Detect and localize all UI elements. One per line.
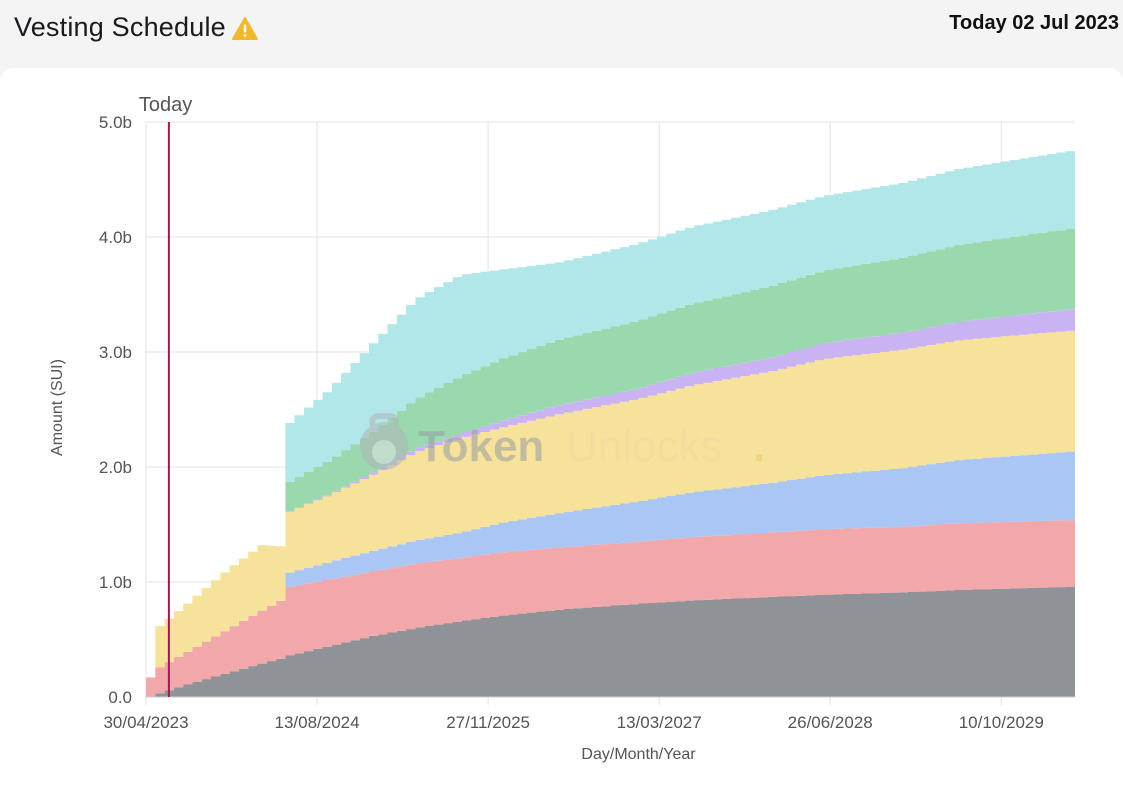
chart-axes: 0.0 1.0b 2.0b 3.0b 4.0b 5.0b 30/04/2023 13/08/2… [49,113,1075,763]
y-tick-label: 5.0b [99,113,132,132]
today-date-label: Today 02 Jul 2023 [949,12,1119,34]
tokenunlocks-watermark: Token Unlocks . [360,413,765,471]
series-area-6[interactable] [146,149,1075,678]
y-tick-label: 3.0b [99,343,132,362]
y-axis-label: Amount (SUI) [49,359,66,456]
y-tick-label: 4.0b [99,228,132,247]
series-area-2[interactable] [146,450,1075,678]
series-area-1[interactable] [146,519,1075,697]
today-marker: Today [139,94,192,697]
series-area-0[interactable] [146,586,1075,697]
watermark-text-unlocks: Unlocks [566,422,723,471]
y-tick-label: 1.0b [99,573,132,592]
y-tick-label: 0.0 [108,688,132,707]
x-tick-label: 26/06/2028 [788,713,873,732]
page-header: Vesting Schedule [14,12,258,43]
series-area-3[interactable] [146,330,1075,678]
warning-triangle-icon[interactable] [231,16,258,41]
x-tick-label: 27/11/2025 [446,713,530,732]
page-title: Vesting Schedule [14,12,226,42]
x-tick-label: 13/03/2027 [617,713,702,732]
x-axis-label: Day/Month/Year [581,746,696,763]
today-marker-label: Today [139,94,192,116]
watermark-text-token: Token [418,422,544,471]
chart-areas [146,149,1075,697]
series-area-5[interactable] [146,227,1075,678]
watermark-dot: . [753,422,765,471]
y-tick-label: 2.0b [99,458,132,477]
x-tick-label: 30/04/2023 [103,713,188,732]
x-tick-label: 10/10/2029 [959,713,1044,732]
x-tick-label: 13/08/2024 [275,713,360,732]
